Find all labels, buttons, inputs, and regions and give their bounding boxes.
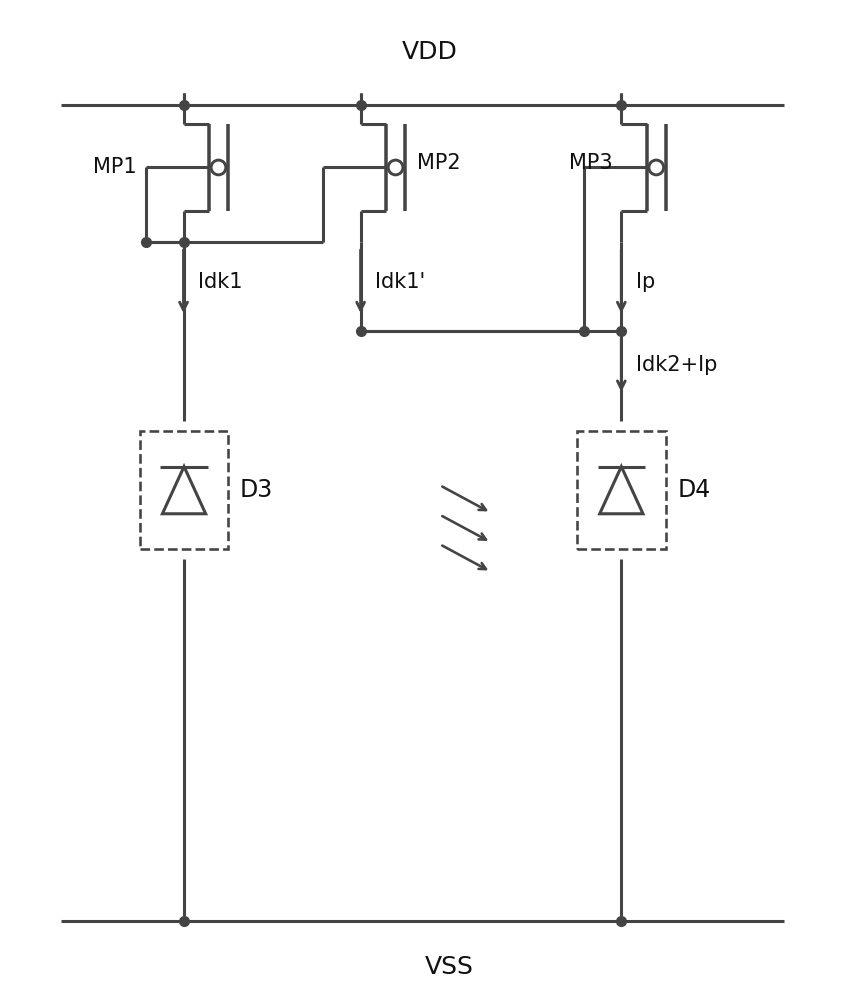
Text: MP2: MP2 bbox=[417, 153, 461, 173]
Circle shape bbox=[388, 160, 403, 175]
Text: VSS: VSS bbox=[426, 955, 474, 979]
Text: Idk2+Ip: Idk2+Ip bbox=[636, 355, 717, 375]
Text: Idk1: Idk1 bbox=[198, 272, 243, 292]
Circle shape bbox=[211, 160, 226, 175]
Text: MP1: MP1 bbox=[93, 157, 136, 177]
Text: Ip: Ip bbox=[636, 272, 656, 292]
Text: Idk1': Idk1' bbox=[376, 272, 426, 292]
Text: MP3: MP3 bbox=[569, 153, 613, 173]
Text: D3: D3 bbox=[240, 478, 274, 502]
Circle shape bbox=[649, 160, 663, 175]
Text: D4: D4 bbox=[678, 478, 710, 502]
Text: VDD: VDD bbox=[402, 40, 458, 64]
